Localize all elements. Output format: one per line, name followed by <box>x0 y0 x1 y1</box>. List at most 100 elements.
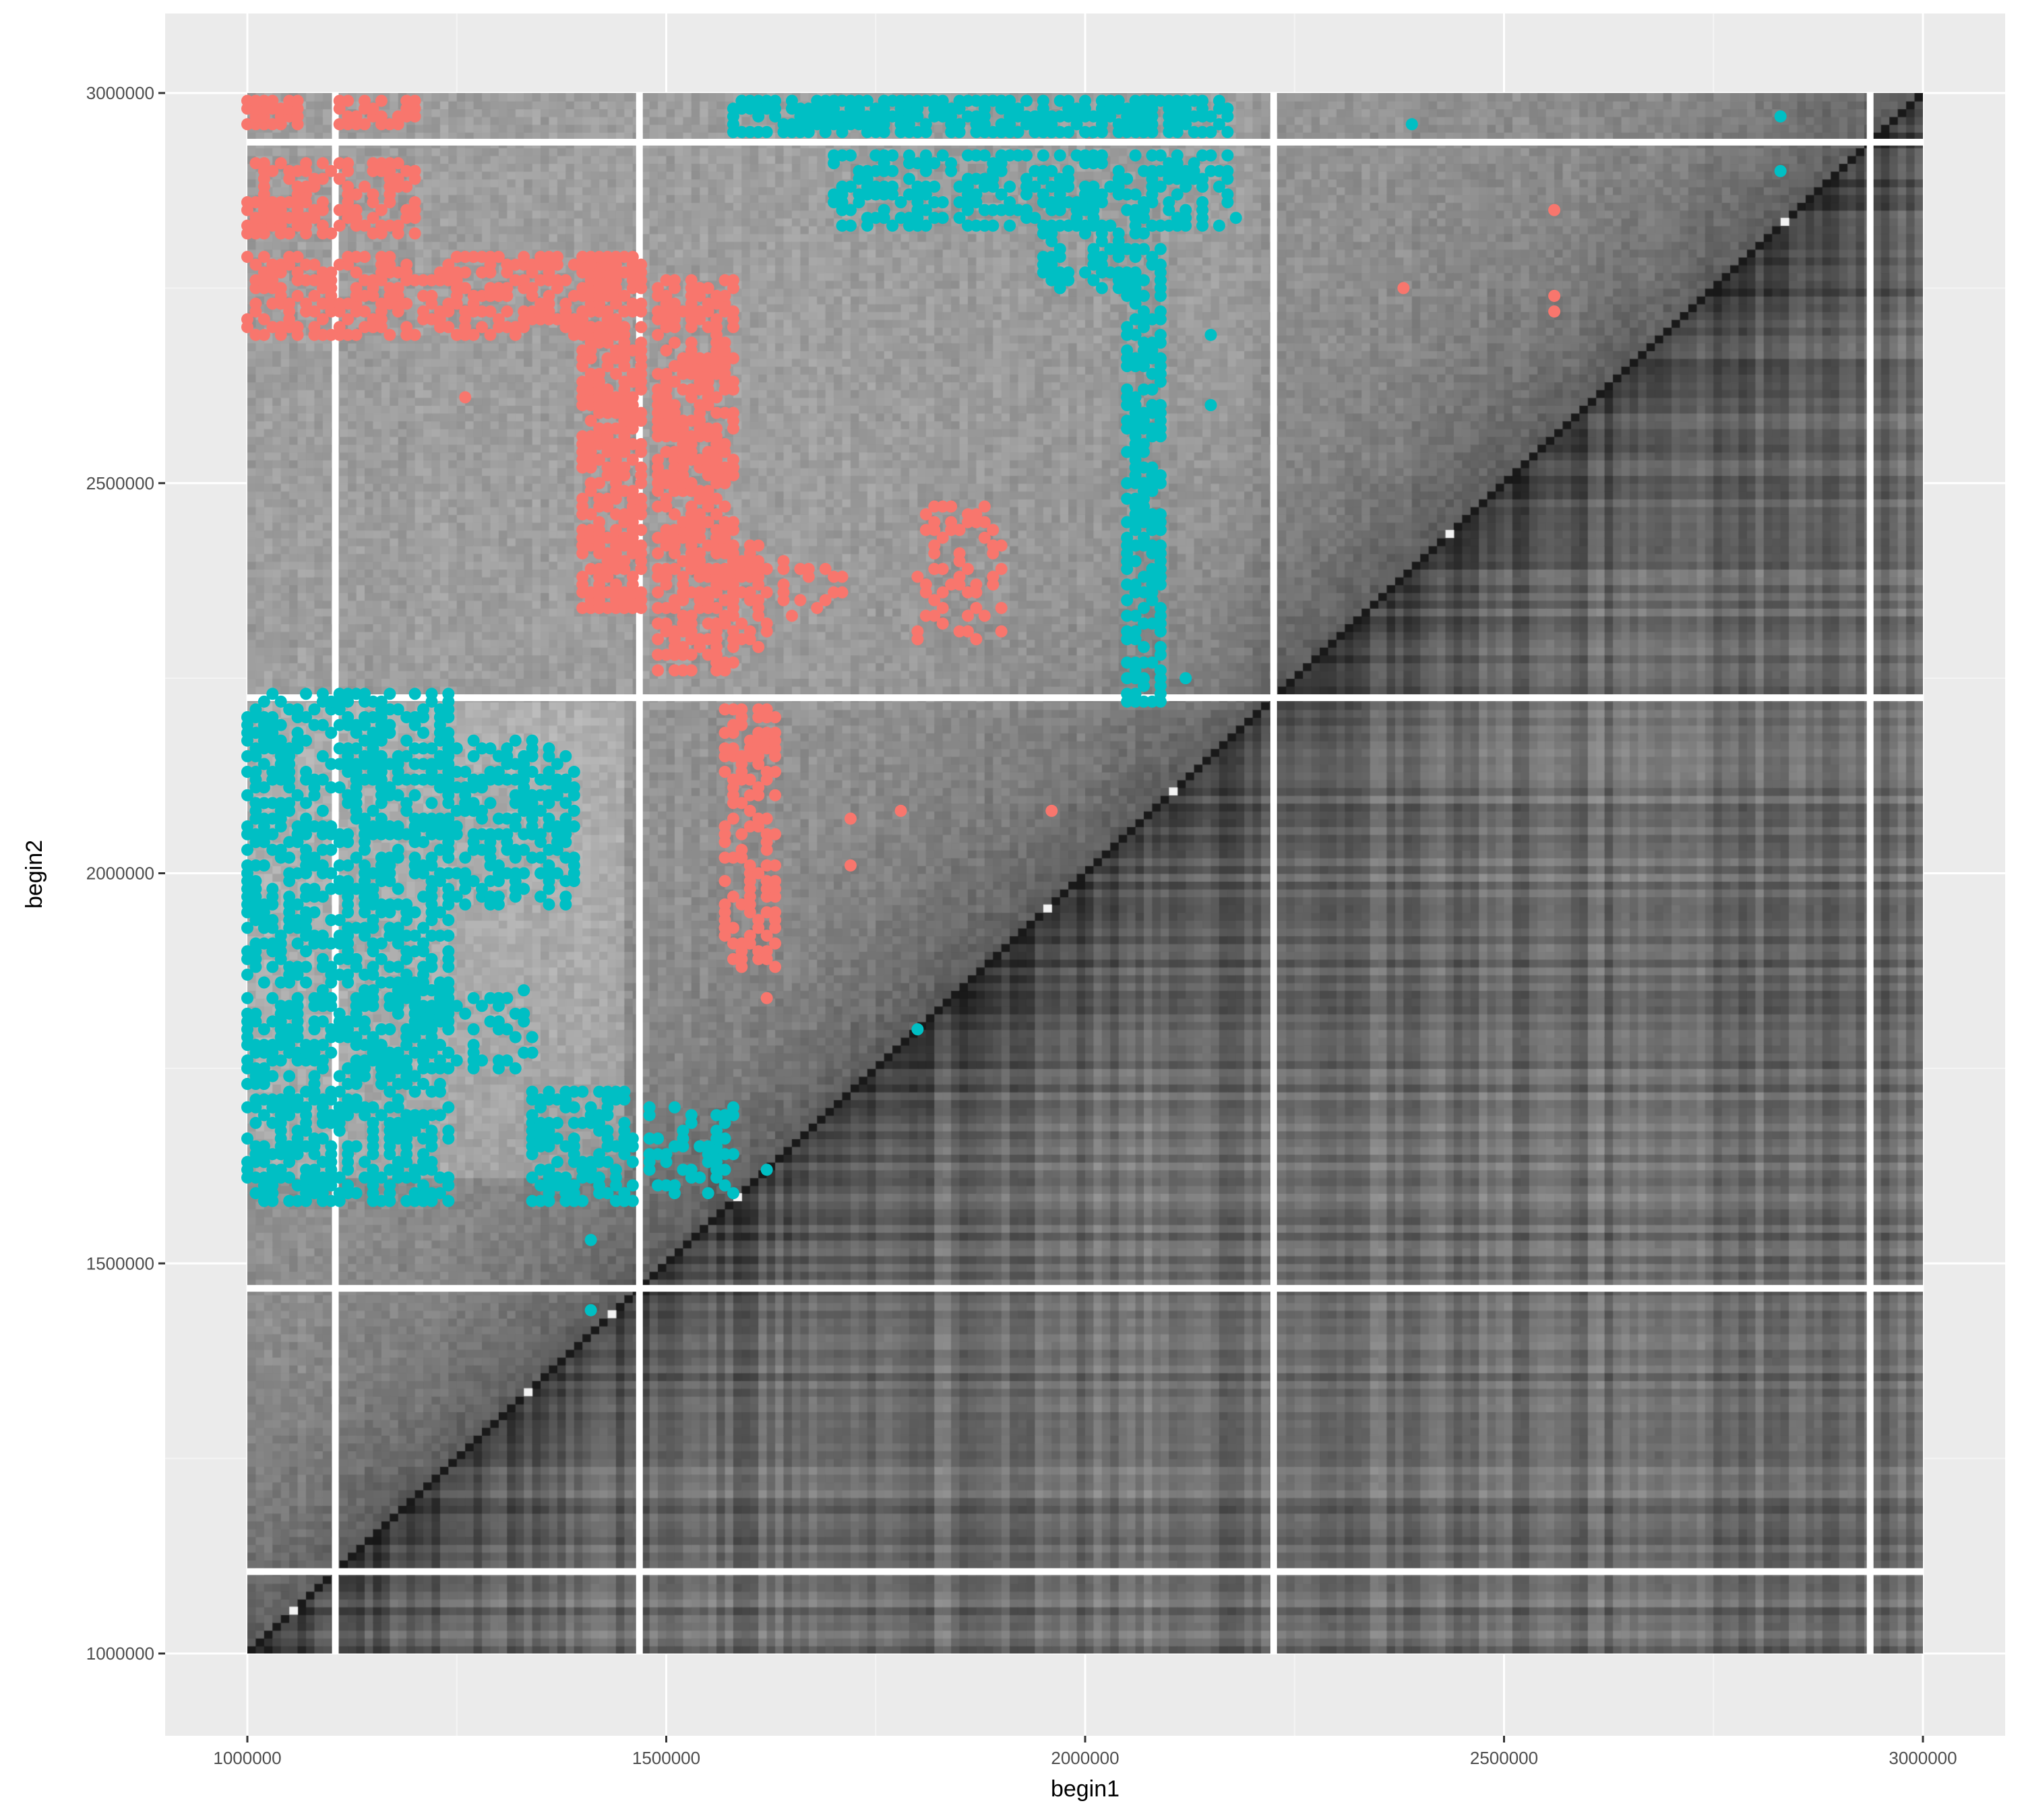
data-point <box>702 563 714 576</box>
data-point <box>266 164 279 177</box>
data-point <box>257 937 270 950</box>
data-point <box>685 586 698 599</box>
data-point <box>609 437 622 450</box>
data-point <box>902 212 915 224</box>
data-point <box>257 251 270 264</box>
data-point <box>476 773 489 786</box>
data-point <box>316 890 329 903</box>
data-point <box>618 508 631 521</box>
data-point <box>677 516 690 528</box>
data-point <box>392 157 404 170</box>
data-point <box>476 266 489 279</box>
data-point <box>350 992 363 1004</box>
data-point <box>291 913 304 926</box>
data-point <box>316 804 329 817</box>
data-point <box>308 1132 321 1145</box>
data-point <box>459 781 472 794</box>
data-point <box>450 251 463 264</box>
data-point <box>970 633 983 646</box>
data-point <box>668 336 681 349</box>
data-point <box>509 1007 522 1020</box>
data-point <box>593 1085 606 1098</box>
data-point <box>308 204 321 216</box>
data-point <box>375 952 388 965</box>
data-point <box>584 1304 597 1316</box>
data-point <box>878 204 890 216</box>
data-point <box>526 734 539 747</box>
data-point <box>408 328 421 341</box>
data-point <box>618 251 631 264</box>
data-point <box>769 789 782 801</box>
data-point <box>425 758 438 770</box>
y-tick-label: 1000000 <box>86 1643 154 1664</box>
data-point <box>961 110 974 123</box>
data-point <box>618 266 631 279</box>
data-point <box>668 1179 681 1192</box>
data-point <box>1129 688 1142 700</box>
data-point <box>333 219 346 232</box>
data-point <box>685 477 698 489</box>
data-point <box>509 274 522 286</box>
data-point <box>677 1163 690 1176</box>
data-point <box>828 188 840 201</box>
data-point <box>727 1148 739 1161</box>
data-point <box>467 328 480 341</box>
data-point <box>1154 219 1167 232</box>
data-point <box>400 945 413 958</box>
data-point <box>241 1155 253 1168</box>
data-point <box>551 1155 563 1168</box>
data-point <box>492 251 505 264</box>
data-point <box>325 328 338 341</box>
data-point <box>735 125 748 138</box>
data-point <box>283 212 296 224</box>
data-point <box>743 539 756 552</box>
data-point <box>609 1163 622 1176</box>
data-point <box>518 867 530 880</box>
data-point <box>325 867 338 880</box>
data-point <box>1095 149 1108 162</box>
data-point <box>735 94 748 107</box>
data-point <box>325 992 338 1004</box>
data-point <box>735 617 748 630</box>
data-point <box>408 773 421 786</box>
data-point <box>694 1171 706 1184</box>
data-point <box>325 695 338 708</box>
data-point <box>342 1140 355 1153</box>
data-point <box>467 1039 480 1052</box>
data-point <box>601 547 614 559</box>
data-point <box>300 882 313 895</box>
data-point <box>526 1031 539 1043</box>
data-point <box>995 188 1008 201</box>
data-point <box>702 648 714 661</box>
data-point <box>308 930 321 942</box>
data-point <box>350 851 363 864</box>
data-point <box>425 1155 438 1168</box>
data-point <box>1213 94 1225 107</box>
x-tick-label: 2000000 <box>1051 1748 1119 1768</box>
data-point <box>945 516 958 528</box>
data-point <box>902 149 915 162</box>
data-point <box>568 1101 580 1114</box>
data-point <box>987 204 1000 216</box>
data-point <box>300 711 313 723</box>
data-point <box>534 1194 547 1207</box>
data-point <box>442 297 455 310</box>
data-point <box>902 188 915 201</box>
data-point <box>727 719 739 731</box>
data-point <box>710 617 723 630</box>
data-point <box>350 1187 363 1200</box>
data-point <box>384 820 396 833</box>
data-point <box>970 173 983 185</box>
data-point <box>543 898 555 911</box>
data-point <box>1138 274 1151 286</box>
data-point <box>1062 125 1075 138</box>
data-point <box>433 1187 446 1200</box>
data-point <box>1138 305 1151 318</box>
data-point <box>576 344 589 357</box>
data-point <box>249 1093 262 1106</box>
data-point <box>308 992 321 1004</box>
data-point <box>635 461 648 474</box>
data-point <box>584 367 597 380</box>
data-point <box>652 547 665 559</box>
data-point <box>584 563 597 576</box>
